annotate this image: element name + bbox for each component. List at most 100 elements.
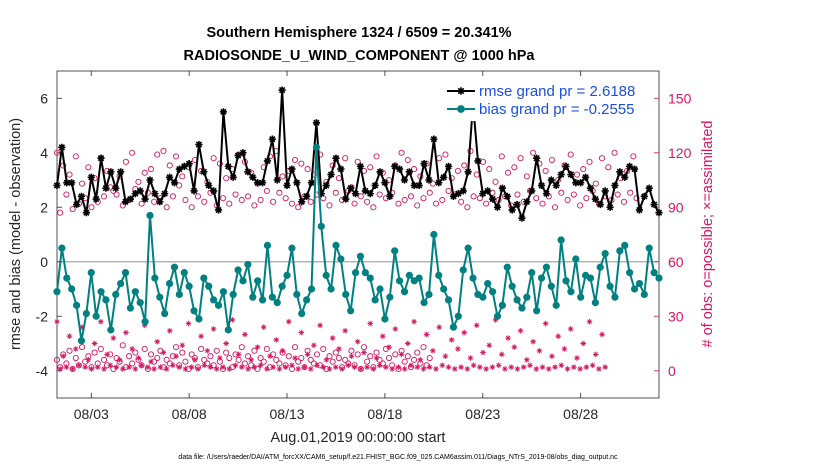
rmse-point xyxy=(322,181,330,190)
rmse-point xyxy=(591,195,599,203)
obs-assimilated-marker xyxy=(82,364,88,370)
obs-possible-low-marker xyxy=(292,344,299,351)
obs-assimilated-marker xyxy=(182,366,189,372)
y-right-tick-label: 120 xyxy=(668,145,692,161)
obs-possible-low-marker xyxy=(270,351,277,358)
obs-possible-marker xyxy=(210,155,217,162)
obs-assimilated-marker xyxy=(226,366,233,372)
obs-possible-low-marker xyxy=(147,351,155,358)
obs-possible-low-marker xyxy=(245,353,252,360)
rmse-point xyxy=(655,209,663,217)
obs-possible-low-marker xyxy=(254,365,261,372)
rmse-point xyxy=(165,173,174,181)
obs-possible-low-marker xyxy=(204,360,211,367)
obs-assimilated-marker xyxy=(66,333,73,340)
obs-assimilated-marker xyxy=(85,357,92,363)
rmse-point xyxy=(626,162,634,170)
obs-assimilated-marker xyxy=(307,366,314,372)
obs-possible-marker xyxy=(564,196,571,204)
obs-possible-marker xyxy=(548,156,555,164)
obs-assimilated-marker xyxy=(91,340,98,347)
obs-assimilated-marker xyxy=(489,364,496,370)
rmse-point xyxy=(498,184,506,192)
rmse-point xyxy=(508,206,516,214)
obs-assimilated-marker xyxy=(502,366,508,372)
rmse-point xyxy=(567,170,575,179)
rmse-point xyxy=(136,187,144,195)
rmse-point xyxy=(405,168,413,176)
obs-possible-low-marker xyxy=(423,362,430,369)
bias-point xyxy=(449,323,458,331)
obs-possible-low-marker xyxy=(110,365,117,372)
rmse-point xyxy=(493,203,502,211)
obs-possible-low-marker xyxy=(129,360,136,367)
bias-point xyxy=(547,282,555,290)
obs-possible-marker xyxy=(461,162,468,169)
legend: rmse grand pr = 2.6188 bias grand pr = -… xyxy=(440,80,652,121)
obs-assimilated-marker xyxy=(210,326,217,332)
obs-assimilated-marker xyxy=(558,362,565,369)
obs-possible-marker xyxy=(577,202,584,209)
rmse-point xyxy=(239,149,247,157)
obs-possible-marker xyxy=(583,195,590,202)
obs-possible-marker xyxy=(486,166,493,173)
bias-point xyxy=(361,269,369,277)
obs-possible-low-marker xyxy=(182,358,189,365)
obs-assimilated-marker xyxy=(473,322,480,329)
obs-possible-marker xyxy=(332,189,339,196)
obs-assimilated-marker xyxy=(123,329,129,336)
obs-assimilated-marker xyxy=(129,346,135,352)
rmse-point xyxy=(444,162,453,170)
obs-assimilated-marker xyxy=(580,340,587,347)
obs-possible-low-marker xyxy=(332,349,339,356)
obs-assimilated-marker xyxy=(592,351,599,358)
obs-possible-marker xyxy=(279,173,286,180)
obs-possible-low-marker xyxy=(354,351,361,358)
obs-possible-marker xyxy=(426,189,433,196)
obs-assimilated-marker xyxy=(135,355,142,361)
bias-point xyxy=(224,326,232,334)
y-left-tick-label: 2 xyxy=(40,199,48,215)
chart-title-line2: RADIOSONDE_U_WIND_COMPONENT @ 1000 hPa xyxy=(184,48,536,64)
obs-assimilated-marker xyxy=(104,351,110,358)
obs-possible-low-marker xyxy=(113,354,120,362)
rmse-point xyxy=(459,187,467,195)
bias-point xyxy=(293,290,301,299)
rmse-point xyxy=(332,154,340,162)
obs-possible-marker xyxy=(605,164,612,171)
rmse-point xyxy=(479,190,487,198)
bias-point xyxy=(503,263,511,271)
obs-assimilated-marker xyxy=(383,364,389,370)
obs-possible-low-marker xyxy=(235,356,242,363)
bias-point xyxy=(268,293,276,301)
obs-possible-low-marker xyxy=(79,344,86,351)
obs-possible-low-marker xyxy=(163,356,170,363)
obs-assimilated-marker xyxy=(545,366,552,372)
obs-assimilated-marker xyxy=(323,357,330,363)
rmse-point xyxy=(361,187,369,195)
obs-assimilated-marker xyxy=(223,340,229,347)
obs-possible-marker xyxy=(288,200,295,207)
bias-point xyxy=(425,290,433,299)
bias-point xyxy=(278,282,286,290)
obs-assimilated-marker xyxy=(132,366,139,372)
rmse-point xyxy=(616,168,624,176)
bias-point xyxy=(273,299,281,307)
obs-assimilated-marker xyxy=(326,366,333,372)
rmse-point xyxy=(396,165,404,173)
obs-possible-marker xyxy=(398,149,405,156)
obs-assimilated-marker xyxy=(599,331,605,338)
obs-possible-low-marker xyxy=(401,358,408,365)
obs-assimilated-marker xyxy=(107,362,114,369)
obs-possible-marker xyxy=(530,149,537,156)
obs-possible-low-marker xyxy=(72,354,79,362)
obs-assimilated-marker xyxy=(423,331,430,338)
obs-assimilated-marker xyxy=(204,347,211,354)
obs-possible-marker xyxy=(614,191,621,198)
obs-assimilated-marker xyxy=(276,366,283,372)
bias-point xyxy=(254,277,262,285)
bias-point xyxy=(518,304,526,312)
y-axis-label-left: rmse and bias (model - observation) xyxy=(8,118,24,350)
obs-possible-marker xyxy=(298,160,305,167)
